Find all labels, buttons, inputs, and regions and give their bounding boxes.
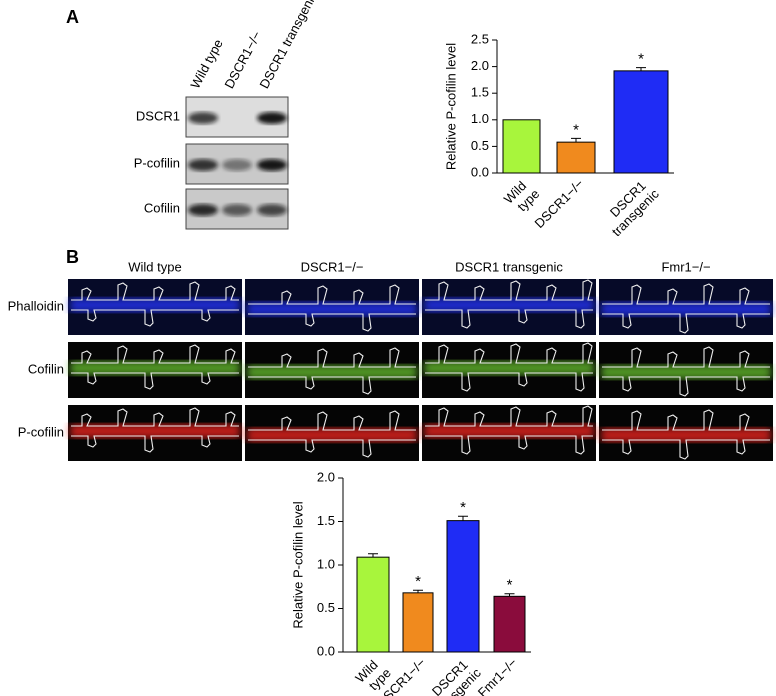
dendrite-signal bbox=[601, 302, 771, 316]
dendrite-signal bbox=[70, 361, 240, 375]
bar bbox=[356, 556, 390, 653]
y-tick-label: 0.0 bbox=[471, 164, 489, 179]
row-label: Phalloidin bbox=[8, 298, 64, 313]
error-bar bbox=[368, 553, 378, 558]
row-label: Cofilin bbox=[28, 361, 64, 376]
blot-band bbox=[257, 112, 287, 124]
error-bar bbox=[504, 593, 515, 597]
dendrite-outline bbox=[425, 342, 593, 392]
dendrite-outline bbox=[602, 409, 770, 460]
dendrite-outline bbox=[71, 281, 239, 327]
y-tick-label: 2.0 bbox=[317, 469, 335, 484]
significance-marker: * bbox=[460, 499, 466, 516]
blot-row-label: DSCR1 bbox=[136, 108, 180, 123]
significance-marker: * bbox=[638, 51, 644, 68]
y-tick-label: 0.5 bbox=[471, 138, 489, 153]
blot-band bbox=[257, 204, 287, 216]
blot-row-label: P-cofilin bbox=[134, 155, 180, 170]
blot-band bbox=[188, 159, 218, 171]
row-label: P-cofilin bbox=[18, 424, 64, 439]
error-bar bbox=[458, 515, 468, 521]
y-tick-label: 1.0 bbox=[317, 556, 335, 571]
x-tick-label: DSCR1−/− bbox=[531, 176, 586, 231]
column-label: Wild type bbox=[128, 259, 181, 274]
column-label: Fmr1−/− bbox=[661, 259, 710, 274]
bar bbox=[613, 70, 669, 174]
blot-row-label: Cofilin bbox=[144, 200, 180, 215]
y-tick-label: 2.0 bbox=[471, 58, 489, 73]
dendrite-signal bbox=[247, 365, 417, 379]
lane-label: Wild type bbox=[187, 37, 225, 91]
blot-band bbox=[222, 159, 252, 171]
error-bar bbox=[413, 589, 423, 593]
dendrite-outline bbox=[248, 284, 416, 332]
significance-marker: * bbox=[415, 573, 421, 590]
dendrite-signal bbox=[70, 298, 240, 312]
panel-label: A bbox=[66, 7, 79, 27]
bar bbox=[493, 595, 526, 653]
bar-chart: 0.0 0.5 1.0 1.5 2.0 2.5 Relative P-cofilin lev… bbox=[443, 31, 674, 240]
bar bbox=[402, 592, 434, 653]
dendrite-signal bbox=[424, 424, 594, 438]
dendrite-signal bbox=[424, 361, 594, 375]
bar bbox=[502, 119, 541, 174]
dendrite-outline bbox=[71, 407, 239, 453]
y-tick-label: 2.5 bbox=[471, 31, 489, 46]
dendrite-outline bbox=[602, 283, 770, 334]
y-tick-label: 0.5 bbox=[317, 600, 335, 615]
dendrite-outline bbox=[248, 410, 416, 458]
dendrite-signal bbox=[247, 428, 417, 442]
dendrite-outline bbox=[602, 346, 770, 397]
micrographs: Wild type DSCR1−/− DSCR1 transgenic Fmr1−/−… bbox=[8, 259, 773, 461]
blot-band bbox=[222, 204, 252, 216]
y-axis-title: Relative P-cofilin level bbox=[443, 43, 458, 170]
column-label: DSCR1 transgenic bbox=[455, 259, 563, 274]
y-tick-label: 1.5 bbox=[317, 513, 335, 528]
bar bbox=[446, 520, 480, 653]
dendrite-outline bbox=[425, 405, 593, 455]
dendrite-signal bbox=[424, 298, 594, 312]
significance-marker: * bbox=[507, 577, 513, 594]
blot-band bbox=[188, 112, 218, 124]
y-tick-label: 0.0 bbox=[317, 643, 335, 658]
error-bar bbox=[571, 137, 581, 143]
blot-band bbox=[257, 159, 287, 171]
dendrite-signal bbox=[247, 302, 417, 316]
error-bar bbox=[636, 67, 646, 71]
y-tick-label: 1.5 bbox=[471, 85, 489, 100]
dendrite-signal bbox=[601, 365, 771, 379]
significance-marker: * bbox=[573, 121, 579, 138]
dendrite-outline bbox=[425, 279, 593, 329]
bar bbox=[556, 141, 596, 174]
y-tick-label: 1.0 bbox=[471, 111, 489, 126]
dendrite-outline bbox=[71, 344, 239, 390]
x-tick-label: Wild type bbox=[501, 176, 543, 218]
dendrite-outline bbox=[248, 347, 416, 395]
y-axis-title: Relative P-cofilin level bbox=[290, 501, 305, 628]
dendrite-signal bbox=[70, 424, 240, 438]
dendrite-signal bbox=[601, 428, 771, 442]
panel-label: B bbox=[66, 247, 79, 267]
column-label: DSCR1−/− bbox=[301, 259, 364, 274]
lane-label: DSCR1 transgenic bbox=[256, 0, 320, 91]
blot-band bbox=[188, 204, 218, 216]
x-tick-label: DSCR1 transgenic bbox=[599, 176, 663, 240]
